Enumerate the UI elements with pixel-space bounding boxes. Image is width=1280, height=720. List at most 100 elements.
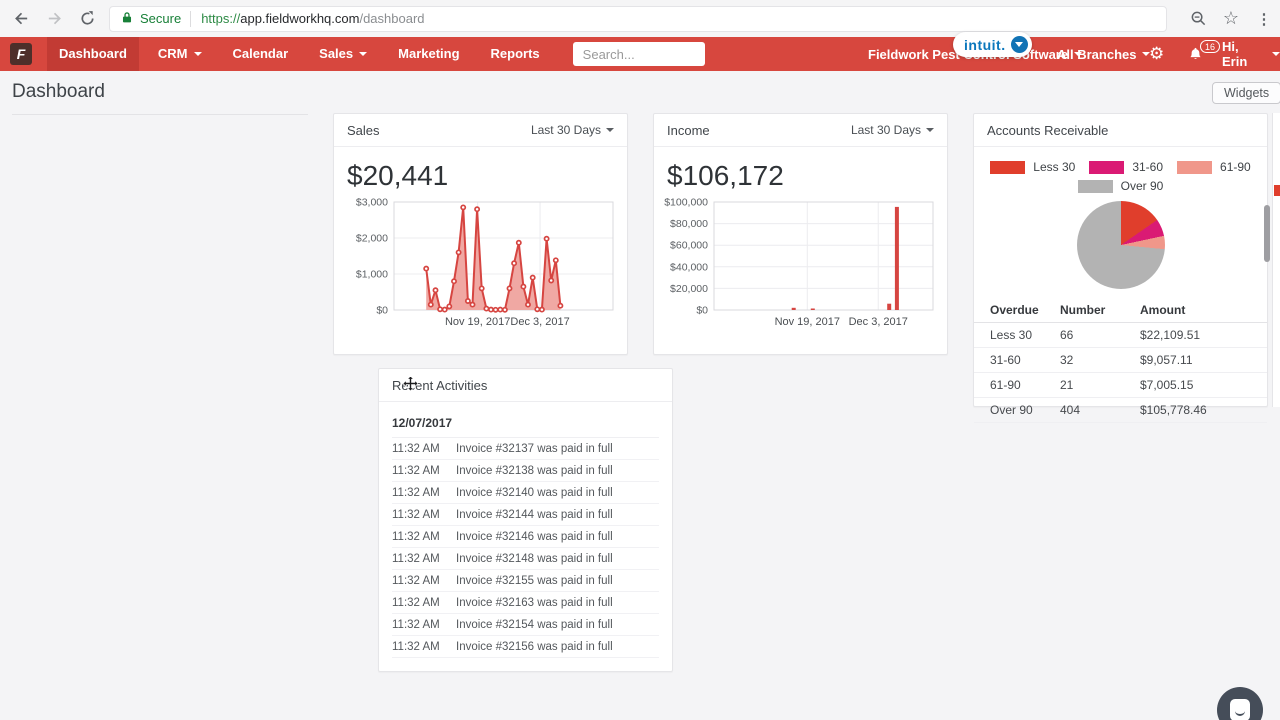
table-row: Less 30 66 $22,109.51 [974, 322, 1267, 348]
nav-items: Dashboard CRM Calendar Sales Marketing Report… [47, 37, 559, 71]
legend-swatch-icon [1089, 160, 1125, 174]
url-host: app.fieldworkhq.com [240, 11, 360, 26]
activity-text: Invoice #32138 was paid in full [456, 464, 613, 477]
list-item: 11:32 AM Invoice #32154 was paid in full [392, 614, 659, 636]
sales-range-dropdown[interactable]: Last 30 Days [531, 123, 614, 137]
cutoff-widget-edge [1272, 113, 1280, 407]
chevron-down-icon [193, 52, 202, 56]
lock-icon [120, 10, 134, 28]
income-bar-chart: $0 $20,000 $40,000 $60,000 $80,000 $100,000 No… [664, 197, 934, 328]
sales-line-chart: $0 $1,000 $2,000 $3,000 Nov 19, 2017 Dec 3, 2… [356, 197, 614, 328]
legend-item: 31-60 [1089, 160, 1163, 174]
url-scheme: https:// [201, 11, 241, 26]
forward-icon[interactable] [42, 7, 66, 31]
activity-text: Invoice #32154 was paid in full [456, 618, 613, 631]
svg-text:$40,000: $40,000 [670, 261, 708, 273]
cell-amount: $22,109.51 [1140, 322, 1267, 348]
list-item: 11:32 AM Invoice #32138 was paid in full [392, 460, 659, 482]
branches-dropdown[interactable]: All Branches [1057, 37, 1151, 71]
svg-text:$0: $0 [696, 305, 708, 317]
svg-text:$20,000: $20,000 [670, 283, 708, 295]
cell-amount: $9,057.11 [1140, 347, 1267, 373]
chat-launcher-button[interactable] [1217, 687, 1263, 720]
move-cursor-icon [402, 375, 419, 396]
cell-overdue: Over 90 [974, 397, 1060, 423]
nav-item-reports[interactable]: Reports [490, 46, 540, 61]
activity-text: Invoice #32137 was paid in full [456, 442, 613, 455]
address-bar[interactable]: Secure https://app.fieldworkhq.com/dashb… [109, 5, 1167, 32]
user-menu[interactable]: Hi, Erin [1222, 37, 1280, 71]
cell-number: 66 [1060, 322, 1140, 348]
browser-menu-icon[interactable]: ⋮ [1256, 10, 1272, 28]
back-icon[interactable] [9, 7, 33, 31]
svg-text:$1,000: $1,000 [356, 269, 388, 281]
list-item: 11:32 AM Invoice #32140 was paid in full [392, 482, 659, 504]
activity-text: Invoice #32156 was paid in full [456, 640, 613, 653]
chevron-down-icon [606, 128, 614, 132]
bookmark-star-icon[interactable]: ☆ [1222, 8, 1240, 28]
notifications-bell-icon[interactable] [1188, 37, 1203, 71]
receivables-widget-title: Accounts Receivable [987, 122, 1109, 138]
cell-overdue: 61-90 [974, 372, 1060, 398]
table-row: 31-60 32 $9,057.11 [974, 347, 1267, 373]
branches-label: All Branches [1057, 46, 1137, 62]
url-path: /dashboard [359, 11, 425, 26]
legend-swatch-icon [1077, 179, 1113, 193]
legend-item: Less 30 [990, 160, 1075, 174]
secure-label: Secure [140, 11, 182, 26]
legend-row-2: Over 90 [974, 179, 1267, 193]
chevron-down-icon [1272, 52, 1280, 56]
col-number: Number [1060, 298, 1140, 323]
svg-text:$80,000: $80,000 [670, 218, 708, 230]
cell-number: 404 [1060, 397, 1140, 423]
svg-text:$2,000: $2,000 [356, 233, 388, 245]
table-row: 61-90 21 $7,005.15 [974, 372, 1267, 398]
refresh-icon[interactable] [75, 7, 99, 31]
legend-label: Less 30 [1033, 160, 1076, 174]
chevron-down-icon [1142, 52, 1151, 56]
activity-time: 11:32 AM [392, 574, 440, 587]
chevron-down-icon [926, 128, 934, 132]
activity-list: 11:32 AM Invoice #32137 was paid in full 1… [392, 438, 659, 658]
income-widget: Income Last 30 Days $106,172 $0 $20,000 $4… [653, 113, 948, 355]
scrollbar-thumb[interactable] [1264, 205, 1270, 262]
receivables-legend: Less 30 31-60 61-90 Over 90 [974, 160, 1267, 193]
intuit-badge[interactable]: intuit. [953, 32, 1032, 57]
svg-text:$0: $0 [376, 305, 388, 317]
activity-text: Invoice #32148 was paid in full [456, 552, 613, 565]
widgets-button[interactable]: Widgets [1212, 82, 1280, 104]
activity-time: 11:32 AM [392, 508, 440, 521]
nav-item-calendar[interactable]: Calendar [232, 46, 289, 61]
user-greeting: Hi, Erin [1222, 39, 1248, 69]
activity-time: 11:32 AM [392, 442, 440, 455]
nav-item-dashboard[interactable]: Dashboard [47, 37, 139, 71]
receivables-widget: Accounts Receivable Less 30 31-60 61-90 Ov… [973, 113, 1268, 423]
search-input[interactable] [572, 42, 705, 66]
recent-activities-widget: Recent Activities 12/07/2017 11:32 AM Inv… [378, 368, 673, 672]
settings-gear-icon[interactable]: ⚙ [1149, 44, 1165, 63]
activity-time: 11:32 AM [392, 464, 440, 477]
notification-count-badge: 16 [1200, 40, 1220, 53]
table-row: Over 90 404 $105,778.46 [974, 397, 1267, 423]
legend-label: 61-90 [1220, 160, 1251, 174]
col-overdue: Overdue [974, 298, 1060, 323]
fieldwork-logo[interactable]: F [10, 43, 32, 65]
app-navbar: F Dashboard CRM Calendar Sales Marketing Repo… [0, 32, 1280, 71]
list-item: 11:32 AM Invoice #32155 was paid in full [392, 570, 659, 592]
income-widget-title: Income [667, 122, 710, 138]
cell-number: 32 [1060, 347, 1140, 373]
list-item: 11:32 AM Invoice #32156 was paid in full [392, 636, 659, 658]
income-total: $106,172 [667, 160, 784, 191]
list-item: 11:32 AM Invoice #32144 was paid in full [392, 504, 659, 526]
income-range-dropdown[interactable]: Last 30 Days [851, 123, 934, 137]
svg-text:$60,000: $60,000 [670, 240, 708, 252]
activity-text: Invoice #32155 was paid in full [456, 574, 613, 587]
nav-item-sales[interactable]: Sales [307, 37, 379, 71]
sales-widget: Sales Last 30 Days $20,441 $0 $1,000 $2,00… [333, 113, 628, 355]
cell-number: 21 [1060, 372, 1140, 398]
nav-item-crm[interactable]: CRM [146, 37, 214, 71]
svg-text:$3,000: $3,000 [356, 197, 388, 209]
zoom-icon[interactable] [1186, 7, 1210, 31]
nav-item-marketing[interactable]: Marketing [398, 46, 460, 61]
